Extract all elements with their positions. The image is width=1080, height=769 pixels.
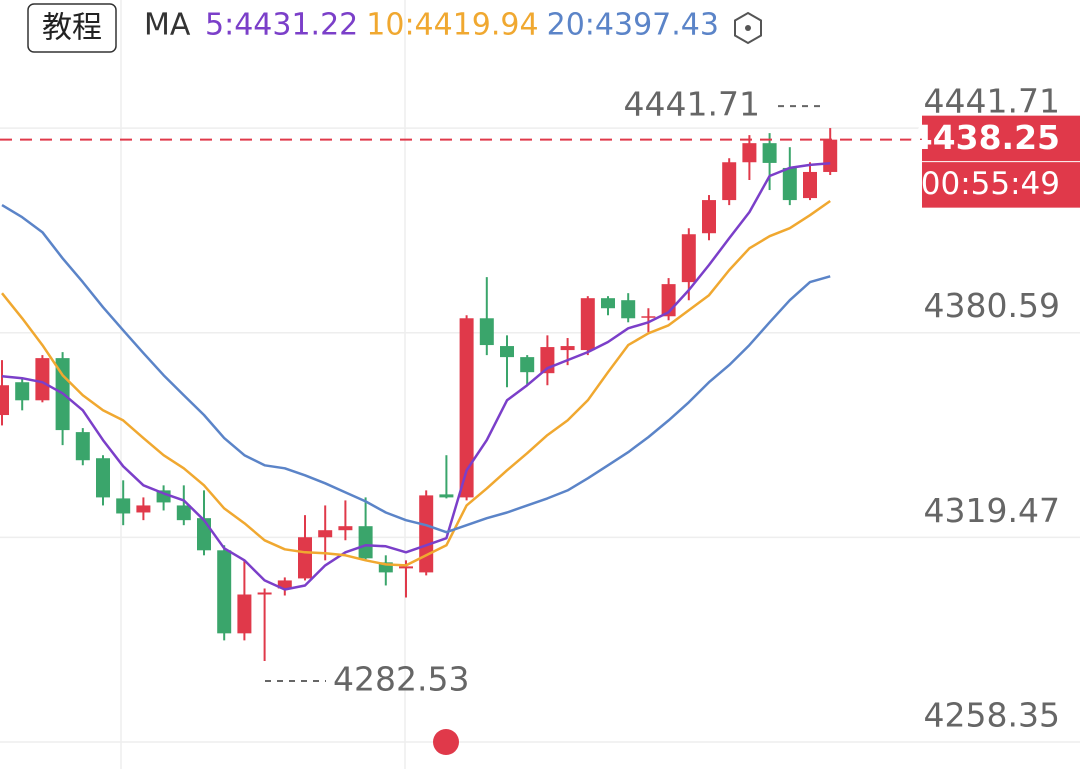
candle-body (217, 550, 232, 634)
candle-body (823, 139, 838, 172)
candle-body (459, 318, 474, 498)
high-label: 4441.71 (624, 85, 760, 124)
tutorial-button[interactable] (27, 3, 117, 53)
y-tick-label: 4380.59 (924, 286, 1060, 325)
candle-body (621, 300, 636, 319)
settings-icon[interactable] (734, 11, 762, 45)
low-label: 4282.53 (333, 660, 469, 699)
ma-line (1, 161, 831, 591)
candle-body (358, 526, 373, 559)
legend-entry: 5:4431.22 (205, 8, 358, 43)
grid (0, 127, 1080, 743)
candle-body (722, 162, 737, 201)
candle-body (318, 530, 333, 538)
candle-body (75, 432, 90, 461)
candle-body (419, 495, 434, 573)
countdown-label: 00:55:49 (921, 166, 1060, 202)
ma-line (1, 199, 831, 567)
candle-body (136, 505, 151, 513)
candle-body (479, 318, 494, 346)
indicator-name: MA (144, 8, 191, 43)
candle-body (0, 385, 9, 416)
candle-body (96, 458, 110, 498)
candles (0, 128, 838, 662)
candle-body (520, 357, 535, 373)
current-price-label: 4438.25 (910, 118, 1060, 157)
candle-body (399, 566, 413, 569)
labels: 4441.71 4380.59 4319.47 4258.35 4438.25 00:55… (0, 82, 1080, 734)
legend: 5:4431.22 10:4419.94 20:4397.43 (205, 8, 719, 43)
candle-body (762, 143, 777, 163)
y-tick-label: 4258.35 (924, 695, 1060, 734)
ma-line (1, 204, 831, 534)
candle-body (702, 200, 716, 234)
candle-body (197, 518, 211, 551)
candle-body (439, 494, 454, 498)
candle-body (298, 537, 312, 579)
candle-body (580, 298, 595, 351)
candle-body (237, 594, 252, 634)
legend-entry: 20:4397.43 (547, 8, 719, 43)
candle-body (641, 316, 656, 318)
tutorial-label[interactable]: 教程 (42, 11, 102, 46)
legend-entry: 10:4419.94 (366, 8, 538, 43)
candle-body (257, 592, 272, 595)
candle-body (35, 358, 50, 401)
event-dot[interactable] (433, 729, 459, 755)
candle-body (601, 298, 615, 309)
candle-body (338, 526, 353, 531)
settings-icon-dot (745, 25, 751, 31)
candle-body (500, 346, 514, 358)
candle-body (15, 382, 30, 401)
candle-body (176, 505, 191, 521)
y-tick-label: 4319.47 (924, 491, 1060, 530)
ma-lines (1, 161, 831, 591)
candle-body (803, 171, 817, 199)
candle-body (378, 562, 393, 573)
y-tick-label: 4441.71 (924, 82, 1060, 121)
candle-body (277, 580, 292, 589)
candle-body (116, 498, 131, 514)
candle-body (681, 234, 696, 283)
candle-body (782, 167, 797, 201)
candle-body (560, 346, 575, 351)
candle-body (742, 143, 757, 163)
